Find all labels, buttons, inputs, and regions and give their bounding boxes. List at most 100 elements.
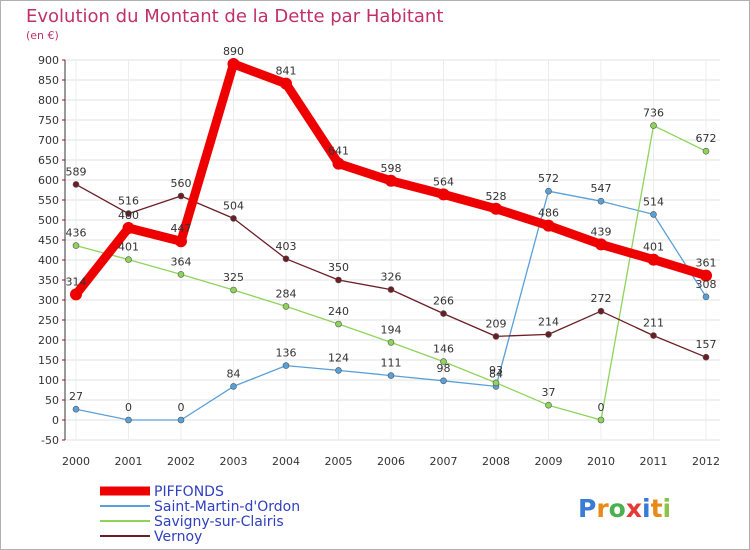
data-point (702, 147, 710, 155)
data-point (702, 353, 710, 361)
data-label: 480 (118, 209, 139, 222)
x-tick-label: 2007 (430, 455, 458, 468)
logo-letter: o (609, 494, 626, 523)
y-tick-label: 100 (38, 374, 59, 387)
data-label: 0 (598, 401, 605, 414)
data-label: 214 (538, 315, 559, 328)
data-point (282, 362, 290, 369)
data-point (387, 286, 395, 293)
logo-letter: x (626, 494, 642, 523)
data-label: 266 (433, 295, 454, 308)
data-label: 841 (276, 65, 297, 78)
legend: PIFFONDSSaint-Martin-d'OrdonSavigny-sur-… (100, 484, 300, 545)
data-label: 0 (178, 401, 185, 414)
y-tick-label: 350 (38, 274, 59, 287)
data-point (282, 255, 290, 263)
data-label: 736 (643, 107, 664, 120)
data-point (72, 242, 80, 249)
x-tick-label: 2009 (535, 455, 563, 468)
data-point (490, 202, 502, 215)
data-label: 157 (696, 338, 717, 351)
y-tick-label: 450 (38, 234, 59, 247)
y-tick-label: 750 (38, 114, 59, 127)
data-label: 598 (381, 162, 402, 175)
y-tick-label: 250 (38, 314, 59, 327)
data-point (545, 187, 552, 195)
data-point (545, 401, 552, 409)
data-label: 136 (276, 347, 297, 360)
logo-letter: P (578, 494, 596, 523)
data-label: 364 (171, 255, 192, 268)
data-label: 401 (643, 241, 664, 254)
y-tick-label: 150 (38, 354, 59, 367)
data-point (125, 256, 132, 263)
data-point (230, 286, 237, 294)
x-tick-label: 2004 (272, 455, 300, 468)
data-point (177, 416, 185, 424)
data-label: 350 (328, 261, 349, 274)
data-point (230, 383, 237, 390)
data-label: 0 (125, 401, 132, 414)
data-point (72, 405, 80, 413)
chart-title: Evolution du Montant de la Dette par Hab… (26, 6, 443, 27)
data-label: 211 (643, 317, 664, 330)
data-label: 308 (696, 278, 717, 291)
x-tick-label: 2001 (115, 455, 143, 468)
data-label: 361 (696, 257, 717, 270)
data-point (440, 310, 447, 317)
data-labels: 27 0 0 84 136 124 111 98 84 572 547 514 308 436 401 364… (66, 45, 717, 414)
logo-letter: t (651, 494, 663, 523)
data-label: 37 (542, 386, 556, 399)
data-label: 326 (381, 271, 402, 284)
data-label: 27 (69, 390, 83, 403)
data-point (650, 211, 657, 218)
data-label: 486 (538, 207, 559, 220)
x-tick-label: 2011 (640, 455, 668, 468)
data-label: 528 (486, 190, 507, 203)
legend-label: PIFFONDS (154, 484, 224, 500)
x-tick-label: 2005 (325, 455, 353, 468)
y-tick-label: 650 (38, 154, 59, 167)
x-tick-label: 2000 (62, 455, 90, 468)
legend-label: Vernoy (154, 529, 202, 545)
logo-letter: i (663, 494, 672, 523)
data-label: 439 (591, 225, 612, 238)
data-label: 589 (66, 165, 87, 178)
data-label: 564 (433, 175, 454, 188)
data-point (545, 331, 552, 338)
data-label: 272 (591, 292, 612, 305)
data-point (177, 192, 185, 200)
y-tick-label: 700 (38, 134, 59, 147)
data-point (335, 276, 342, 284)
x-tick-label: 2012 (692, 455, 720, 468)
y-tick-label: 500 (38, 214, 59, 227)
y-tick-label: 850 (38, 74, 59, 87)
y-tick-label: 550 (38, 194, 59, 207)
data-point (332, 157, 345, 170)
data-label: 572 (538, 172, 559, 185)
legend-label: Savigny-sur-Clairis (154, 514, 284, 530)
y-tick-label: 600 (38, 174, 59, 187)
data-point (280, 77, 292, 90)
logo-letter: i (642, 494, 651, 523)
data-label: 447 (171, 222, 192, 235)
series-group (70, 58, 712, 424)
data-label: 314 (66, 275, 87, 288)
data-label: 325 (223, 271, 244, 284)
y-tick-label: 300 (38, 294, 59, 307)
data-label: 194 (381, 323, 402, 336)
x-tick-label: 2010 (587, 455, 615, 468)
data-point (542, 219, 555, 232)
x-tick-label: 2008 (482, 455, 510, 468)
data-point (335, 367, 342, 374)
data-point (650, 122, 657, 129)
axes: -50 0 50 100 150 200 250 300 350 400 450 500 550 600 6… (38, 54, 720, 468)
data-point (72, 181, 80, 188)
data-label: 284 (276, 287, 297, 300)
data-label: 890 (223, 45, 244, 58)
x-tick-label: 2006 (377, 455, 405, 468)
data-point (492, 379, 500, 387)
data-label: 98 (437, 362, 451, 375)
